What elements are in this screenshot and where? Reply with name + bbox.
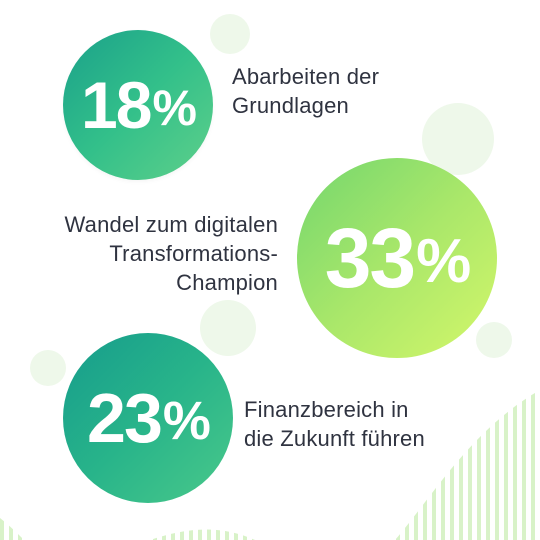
decor-circle [422, 103, 494, 175]
stat-label-line: Finanzbereich in [244, 397, 409, 422]
stat-label-1: Abarbeiten der Grundlagen [232, 62, 379, 120]
stat-label-line: Transformations- [109, 241, 278, 266]
stat-label-line: Wandel zum digitalen [64, 212, 278, 237]
stat-value: 33 [324, 211, 416, 305]
stat-label-line: die Zukunft führen [244, 426, 425, 451]
stat-label-line: Grundlagen [232, 93, 349, 118]
stat-circle-33: 33% [297, 158, 497, 358]
decor-circle [30, 350, 66, 386]
stat-circle-18: 18% [63, 30, 213, 180]
stat-label-line: Champion [176, 270, 278, 295]
stat-unit: % [152, 80, 196, 136]
decor-circle [476, 322, 512, 358]
stat-label-2: Wandel zum digitalen Transformations- Ch… [64, 210, 278, 297]
decor-circle [200, 300, 256, 356]
decor-striped-waves [0, 390, 540, 540]
stat-label-3: Finanzbereich in die Zukunft führen [244, 395, 425, 453]
stat-unit: % [416, 227, 471, 296]
stat-unit: % [162, 391, 211, 451]
stat-circle-23: 23% [63, 333, 233, 503]
decor-circle [210, 14, 250, 54]
stat-value: 23 [87, 379, 163, 457]
stat-value: 18 [81, 68, 152, 142]
stat-label-line: Abarbeiten der [232, 64, 380, 89]
